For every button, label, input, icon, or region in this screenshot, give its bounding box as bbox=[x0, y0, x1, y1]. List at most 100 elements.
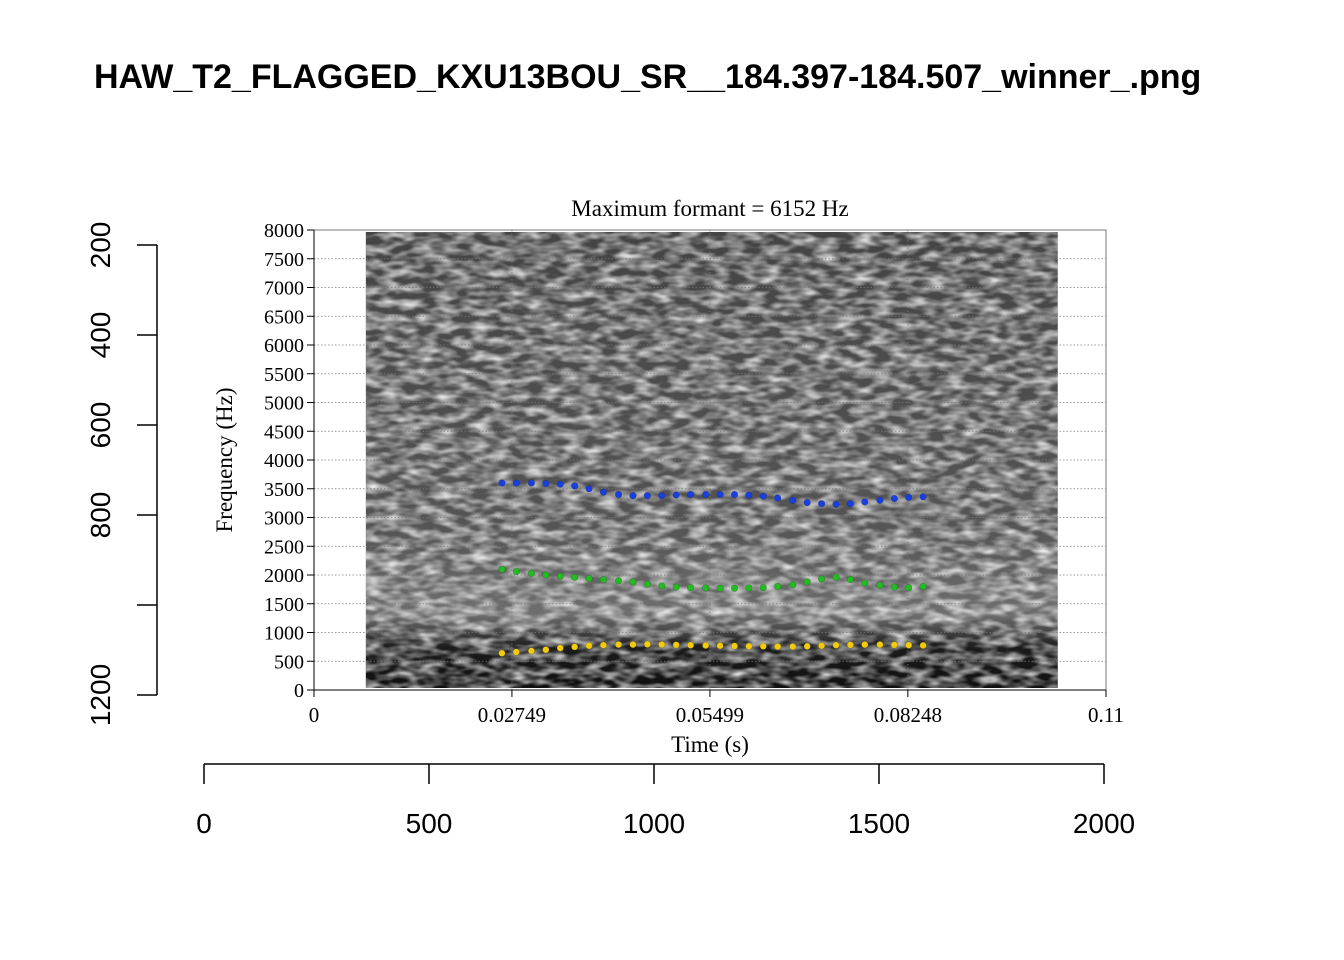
outer-bottom-tick-label: 2000 bbox=[1073, 808, 1135, 839]
main-axes: 0 500 1000 1500 2000 2500 3000 3500 4000 4500 5000… bbox=[264, 220, 1124, 727]
formant-point bbox=[890, 494, 898, 503]
y-tick-label: 500 bbox=[274, 651, 304, 673]
formant-point bbox=[702, 641, 710, 650]
y-tick-label: 2000 bbox=[264, 565, 304, 587]
formant-point bbox=[905, 584, 913, 592]
y-tick-label: 5500 bbox=[264, 364, 304, 386]
formant-point bbox=[861, 579, 869, 587]
formant-point bbox=[789, 496, 797, 504]
y-tick-label: 3500 bbox=[264, 479, 304, 501]
formant-point bbox=[498, 479, 506, 487]
formant-point bbox=[861, 640, 869, 649]
formant-point bbox=[686, 584, 695, 592]
formant-point bbox=[789, 581, 797, 589]
x-tick-label: 0.05499 bbox=[676, 703, 744, 727]
outer-left-tick-label: 400 bbox=[85, 312, 116, 359]
formant-point bbox=[599, 575, 608, 584]
formant-point bbox=[614, 577, 623, 585]
formant-point bbox=[585, 485, 593, 493]
formant-point bbox=[585, 574, 593, 583]
formant-point bbox=[905, 641, 913, 649]
formant-point bbox=[542, 646, 550, 654]
formant-point bbox=[846, 575, 855, 584]
formant-point bbox=[745, 491, 753, 499]
formant-point bbox=[803, 498, 811, 507]
formant-point bbox=[817, 575, 826, 583]
formant-point bbox=[599, 641, 608, 649]
outer-left-tick-label: 800 bbox=[85, 492, 116, 539]
formant-point bbox=[774, 494, 782, 502]
formant-point bbox=[876, 581, 884, 589]
formant-point bbox=[686, 641, 695, 649]
formant-point bbox=[919, 641, 927, 650]
y-tick-label: 1000 bbox=[264, 623, 304, 645]
page-title: HAW_T2_FLAGGED_KXU13BOU_SR__184.397-184.… bbox=[94, 58, 1202, 96]
y-axis-label: Frequency (Hz) bbox=[212, 388, 237, 533]
formant-point bbox=[759, 584, 767, 592]
y-tick-label: 5000 bbox=[264, 393, 304, 415]
y-tick-label: 8000 bbox=[264, 220, 304, 242]
formant-series-2 bbox=[498, 565, 927, 592]
formant-point bbox=[919, 582, 927, 591]
formant-point bbox=[542, 479, 550, 488]
formant-point bbox=[658, 640, 666, 649]
formant-point bbox=[817, 500, 826, 508]
formant-point bbox=[832, 641, 840, 649]
formant-point bbox=[527, 479, 536, 487]
formant-point bbox=[716, 490, 724, 499]
formant-point bbox=[571, 643, 579, 651]
formant-series-3 bbox=[498, 479, 927, 508]
x-tick-label: 0.11 bbox=[1088, 703, 1124, 727]
formant-point bbox=[585, 642, 593, 650]
formant-point bbox=[498, 565, 506, 573]
formant-point bbox=[512, 648, 520, 656]
formant-point bbox=[643, 580, 651, 588]
formant-point bbox=[803, 642, 811, 650]
formant-point bbox=[876, 640, 884, 649]
y-tick-label: 1500 bbox=[264, 594, 304, 616]
formant-point bbox=[643, 492, 651, 500]
formant-point bbox=[527, 569, 536, 577]
spectrogram-image bbox=[365, 232, 1058, 688]
outer-left-tick-label: 200 bbox=[85, 222, 116, 269]
formant-point bbox=[846, 641, 855, 649]
formant-point bbox=[629, 492, 637, 500]
formant-point bbox=[759, 492, 767, 500]
outer-bottom-tick-label: 0 bbox=[196, 808, 212, 839]
y-tick-label: 4500 bbox=[264, 421, 304, 443]
y-tick-label: 7000 bbox=[264, 278, 304, 300]
formant-point bbox=[890, 583, 898, 591]
formant-point bbox=[890, 641, 898, 649]
formant-point bbox=[512, 567, 520, 576]
formant-point bbox=[542, 571, 550, 579]
formant-point bbox=[702, 490, 710, 499]
formant-point bbox=[730, 490, 739, 499]
formant-point bbox=[571, 573, 579, 581]
formant-points bbox=[498, 479, 927, 657]
formant-point bbox=[686, 490, 695, 499]
formant-point bbox=[614, 640, 623, 649]
formant-point bbox=[658, 492, 666, 500]
formant-point bbox=[759, 642, 767, 650]
y-tick-label: 6000 bbox=[264, 335, 304, 357]
outer-bottom-tick-label: 1000 bbox=[623, 808, 685, 839]
formant-point bbox=[774, 582, 782, 591]
x-axis-label: Time (s) bbox=[671, 732, 749, 757]
formant-point bbox=[745, 584, 753, 592]
y-tick-label: 6500 bbox=[264, 306, 304, 328]
y-tick-label: 7500 bbox=[264, 249, 304, 271]
formant-point bbox=[672, 491, 680, 499]
chart-title: Maximum formant = 6152 Hz bbox=[571, 196, 848, 221]
formant-point bbox=[774, 642, 782, 651]
outer-bottom-axis: 0 500 1000 1500 2000 bbox=[196, 763, 1135, 839]
outer-left-tick-label: 600 bbox=[85, 402, 116, 449]
formant-point bbox=[832, 500, 840, 508]
formant-point bbox=[702, 584, 710, 592]
formant-point bbox=[527, 647, 536, 655]
formant-point bbox=[817, 642, 826, 650]
outer-left-axis: 200 400 600 800 1200 bbox=[85, 222, 158, 726]
formant-point bbox=[672, 583, 680, 591]
y-tick-label: 4000 bbox=[264, 450, 304, 472]
x-tick-label: 0.02749 bbox=[478, 703, 546, 727]
